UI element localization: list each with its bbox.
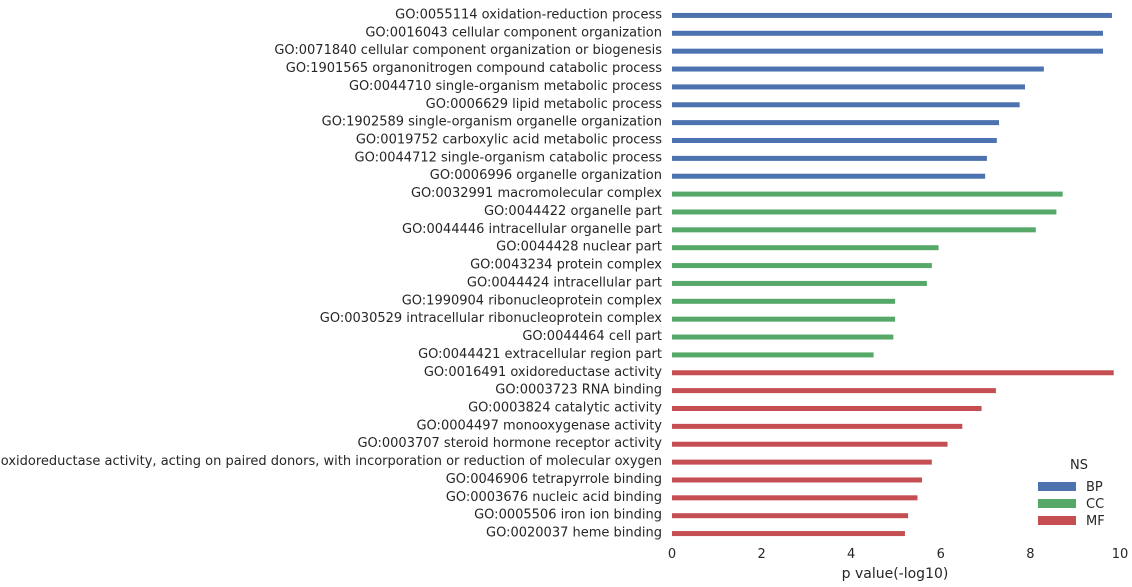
category-label: GO:0016491 oxidoreductase activity — [424, 365, 662, 380]
bar-cc — [672, 209, 1057, 215]
legend-label-cc: CC — [1086, 497, 1104, 512]
category-label: GO:0055114 oxidation-reduction process — [395, 7, 662, 22]
category-label: GO:0019752 carboxylic acid metabolic pro… — [356, 133, 662, 148]
category-label: GO:0020037 heme binding — [486, 526, 662, 541]
x-tick-label: 4 — [847, 547, 855, 562]
category-label: GO:0071840 cellular component organizati… — [274, 43, 662, 58]
bar-bp — [672, 84, 1026, 90]
bar-mf — [672, 370, 1114, 376]
category-label: GO:1990904 ribonucleoprotein complex — [402, 293, 663, 308]
category-label: GO:0003676 nucleic acid binding — [446, 490, 662, 505]
x-axis-label: p value(-log10) — [842, 566, 949, 582]
category-label: GO:0032991 macromolecular complex — [411, 186, 662, 201]
x-tick-label: 0 — [668, 547, 676, 562]
category-labels: GO:0055114 oxidation-reduction process GO… — [0, 7, 662, 540]
category-label: GO:1901565 organonitrogen compound catab… — [286, 61, 662, 76]
bar-cc — [672, 227, 1036, 233]
bar-mf — [672, 477, 922, 483]
bar-bp — [672, 30, 1103, 36]
x-tick-label: 6 — [937, 547, 945, 562]
bar-mf — [672, 423, 963, 429]
category-label: GO:0044424 intracellular part — [467, 275, 662, 290]
category-label: GO:0005506 iron ion binding — [474, 508, 662, 523]
bar-bp — [672, 138, 997, 143]
bar-bp — [672, 173, 986, 179]
category-label: GO:0044712 single-organism catabolic pro… — [355, 150, 663, 165]
legend-title: NS — [1070, 458, 1088, 473]
x-tick-label: 2 — [757, 547, 765, 562]
bar-mf — [672, 406, 982, 411]
legend-label-bp: BP — [1086, 480, 1103, 495]
category-label: GO:0003824 catalytic activity — [468, 401, 662, 416]
bar-bp — [672, 102, 1020, 108]
bar-cc — [672, 280, 927, 286]
category-label: GO:0044421 extracellular region part — [418, 347, 662, 362]
category-label: GO:0004497 monooxygenase activity — [416, 418, 662, 433]
bar-mf — [672, 459, 932, 465]
bar-bp — [672, 120, 1000, 126]
category-label: GO:0044710 single-organism metabolic pro… — [349, 79, 662, 94]
legend-swatch-cc — [1038, 499, 1076, 508]
category-label: GO:0030529 intracellular ribonucleoprote… — [320, 311, 663, 326]
category-label: GO:0016705 oxidoreductase activity, acti… — [0, 454, 662, 469]
bar-cc — [672, 245, 939, 251]
category-label: GO:0006629 lipid metabolic process — [426, 97, 663, 112]
category-label: GO:0044464 cell part — [522, 329, 662, 344]
category-label: GO:0003707 steroid hormone receptor acti… — [357, 436, 662, 451]
bars-layer — [672, 12, 1114, 537]
legend: NS BP CC MF — [1038, 458, 1105, 529]
x-axis-ticks: 0 2 4 6 8 10 — [668, 547, 1128, 562]
category-label: GO:1902589 single-organism organelle org… — [322, 115, 662, 130]
category-label: GO:0046906 tetrapyrrole binding — [446, 472, 662, 487]
category-label: GO:0044422 organelle part — [484, 204, 662, 219]
bar-mf — [672, 513, 909, 519]
category-label: GO:0044428 nuclear part — [496, 240, 662, 255]
bar-cc — [672, 263, 932, 269]
bar-bp — [672, 66, 1044, 72]
bar-cc — [672, 298, 896, 304]
category-label: GO:0003723 RNA binding — [495, 383, 662, 398]
bar-mf — [672, 441, 948, 447]
legend-swatch-bp — [1038, 482, 1076, 491]
category-label: GO:0043234 protein complex — [470, 258, 662, 273]
bar-bp — [672, 48, 1103, 54]
bar-bp — [672, 12, 1112, 18]
bar-mf — [672, 495, 918, 501]
x-tick-label: 8 — [1026, 547, 1034, 562]
x-tick-label: 10 — [1112, 547, 1129, 562]
bar-cc — [672, 316, 896, 322]
bar-mf — [672, 388, 996, 394]
bar-cc — [672, 191, 1063, 197]
legend-swatch-mf — [1038, 516, 1076, 525]
category-label: GO:0016043 cellular component organizati… — [365, 25, 662, 40]
bar-cc — [672, 352, 874, 358]
category-label: GO:0044446 intracellular organelle part — [402, 222, 662, 237]
legend-label-mf: MF — [1086, 514, 1105, 529]
category-label: GO:0006996 organelle organization — [430, 168, 662, 183]
bar-bp — [672, 155, 987, 161]
bar-cc — [672, 334, 894, 340]
bar-mf — [672, 531, 905, 537]
